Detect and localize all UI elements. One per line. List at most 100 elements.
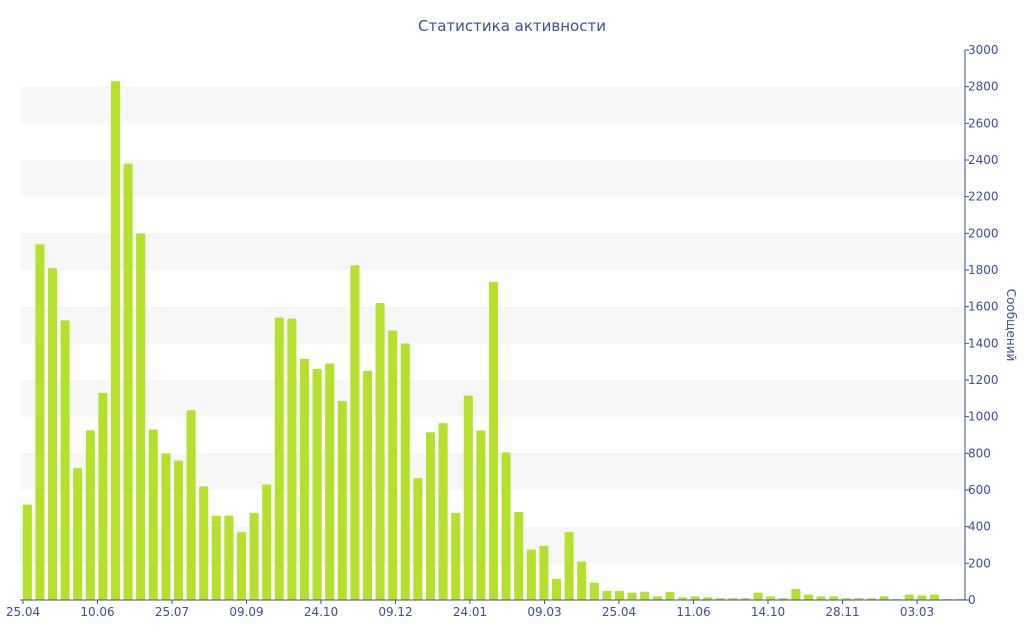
y-tick-label: 2800	[968, 80, 999, 94]
bar	[47, 268, 58, 600]
y-tick-label: 1000	[968, 410, 999, 424]
bar	[413, 478, 423, 600]
bar	[614, 590, 625, 600]
bar	[337, 401, 347, 600]
x-tick-label: 24.10	[304, 605, 338, 619]
bar	[375, 303, 385, 600]
bar	[148, 429, 158, 600]
x-axis: 25.04 10.06 25.07 09.09 24.10 09.12 24.01 09.03…	[6, 599, 965, 619]
bar	[22, 504, 32, 600]
bar	[463, 395, 473, 600]
y-tick-label: 1800	[968, 263, 999, 277]
bar	[299, 358, 310, 600]
bar	[879, 596, 889, 600]
bar	[388, 330, 398, 600]
bar	[451, 512, 461, 600]
grid-band	[20, 86, 965, 124]
bar	[803, 594, 814, 600]
bar	[199, 486, 209, 600]
x-tick-label: 11.06	[676, 605, 710, 619]
y-tick-label: 2000	[968, 226, 999, 240]
x-tick-label: 14.10	[751, 605, 785, 619]
bars-group	[22, 81, 965, 601]
bar	[60, 320, 70, 600]
y-tick-label: 1600	[968, 300, 999, 314]
bar	[123, 163, 133, 601]
bar	[476, 430, 486, 600]
bar	[249, 512, 259, 600]
bar	[274, 317, 284, 600]
bar	[136, 233, 146, 600]
bar	[791, 589, 801, 600]
y-tick-label: 1400	[968, 336, 999, 350]
x-tick-label: 25.04	[6, 605, 40, 619]
bar	[917, 595, 927, 600]
x-tick-label: 25.04	[602, 605, 636, 619]
bar	[73, 468, 83, 600]
bar	[186, 410, 196, 600]
bar	[35, 244, 45, 600]
bar	[224, 515, 234, 600]
bar	[438, 423, 448, 600]
x-tick-label: 09.03	[527, 605, 561, 619]
bar	[551, 578, 562, 600]
x-tick-label: 09.09	[229, 605, 263, 619]
bar	[829, 596, 839, 600]
y-tick-label: 200	[968, 556, 991, 570]
x-tick-label: 03.03	[900, 605, 934, 619]
bar	[501, 452, 511, 600]
y-tick-label: 800	[968, 446, 991, 460]
bar	[173, 460, 184, 600]
y-tick-label: 0	[968, 593, 976, 607]
bar	[929, 594, 940, 600]
x-tick-label: 28.11	[825, 605, 859, 619]
grid-band	[20, 160, 965, 197]
bar	[85, 430, 95, 600]
x-tick-label: 25.07	[155, 605, 189, 619]
bar	[161, 453, 171, 600]
bar	[110, 81, 121, 601]
y-tick-label: 1200	[968, 373, 999, 387]
grid-band	[20, 233, 965, 270]
y-tick-label: 2400	[968, 153, 999, 167]
bar	[362, 370, 373, 600]
y-tick-label: 2600	[968, 116, 999, 130]
bar	[816, 596, 826, 600]
bar	[904, 594, 914, 600]
bar	[350, 265, 360, 600]
bar	[589, 582, 599, 600]
bar	[766, 596, 776, 600]
x-tick-label: 24.01	[453, 605, 487, 619]
bar	[211, 515, 221, 600]
x-tick-label: 10.06	[80, 605, 114, 619]
bar	[564, 532, 574, 600]
bar	[602, 590, 612, 600]
bar	[753, 592, 763, 600]
bar	[488, 281, 499, 600]
y-tick-label: 400	[968, 520, 991, 534]
bar	[400, 343, 410, 600]
y-tick-label: 3000	[968, 43, 999, 57]
bar	[236, 532, 247, 600]
bar	[514, 512, 524, 600]
y-tick-label: 2200	[968, 190, 999, 204]
x-tick-label: 09.12	[378, 605, 412, 619]
y-axis: 0 200 400 600 800 1000 1200 1400 1600 1800 2000 220…	[964, 43, 999, 607]
bar	[312, 369, 322, 600]
bar	[640, 591, 650, 600]
bar	[703, 597, 713, 600]
bar	[98, 392, 108, 600]
bar	[690, 596, 700, 600]
bar	[665, 591, 675, 600]
bar	[577, 561, 587, 600]
bar	[325, 363, 335, 600]
bar	[526, 549, 536, 600]
bar	[677, 597, 688, 600]
y-tick-label: 600	[968, 483, 991, 497]
chart-title: Статистика активности	[418, 17, 606, 35]
bar	[287, 318, 297, 600]
bar	[539, 545, 549, 600]
bar	[627, 592, 637, 600]
